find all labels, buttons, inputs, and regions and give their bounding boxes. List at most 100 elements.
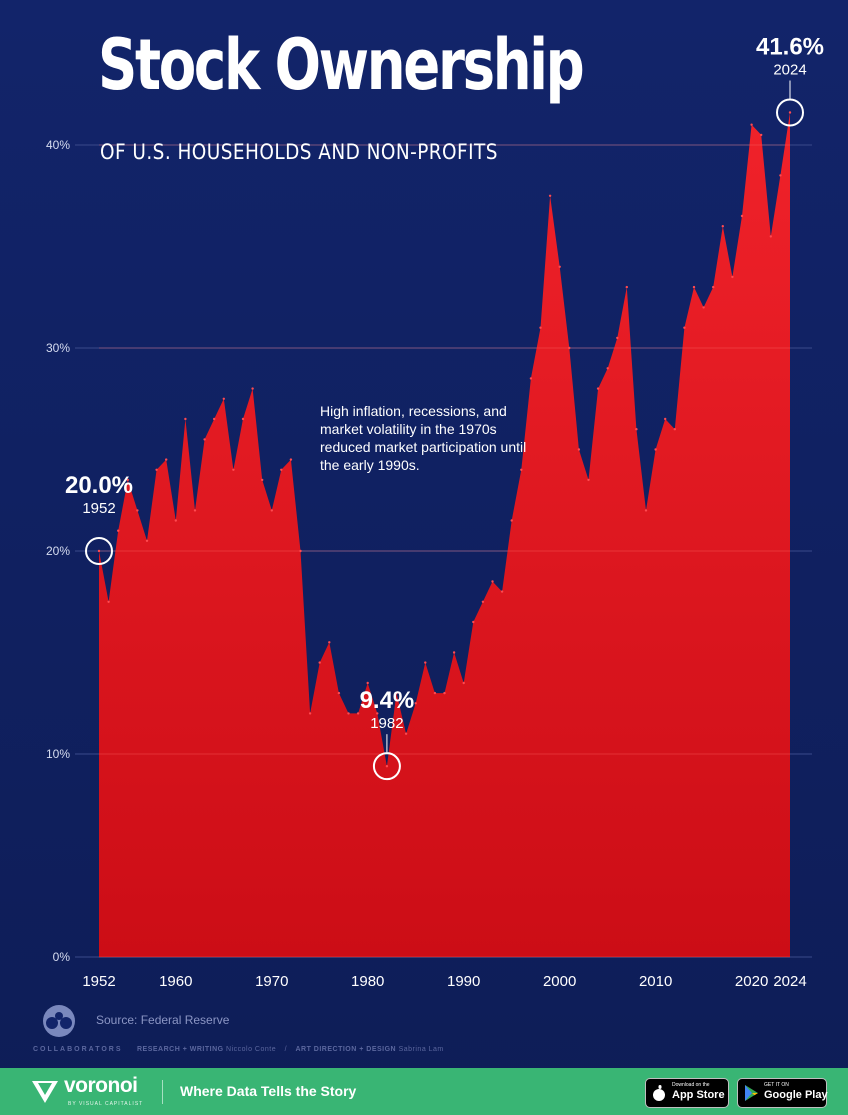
x-tick-label: 1952 [82, 973, 115, 990]
data-point [433, 691, 437, 695]
x-tick-label: 2000 [543, 973, 576, 990]
brand-subtitle: BY VISUAL CAPITALIST [68, 1101, 144, 1107]
x-axis-ticks: 1952 1960 1970 1980 1990 2000 2010 2020 2024 [82, 973, 806, 990]
callout-value: 20.0% [65, 472, 133, 499]
data-point [443, 691, 446, 695]
research-label: RESEARCH + WRITING [136, 1046, 224, 1053]
data-point [126, 478, 129, 482]
x-tick-label: 2024 [773, 973, 806, 990]
data-point [760, 133, 763, 137]
data-point [683, 326, 686, 329]
data-points [97, 111, 792, 768]
data-point [424, 661, 427, 664]
app-store-label: App Store [672, 1089, 725, 1101]
data-point [692, 285, 696, 289]
data-point [366, 681, 369, 685]
data-point [673, 428, 676, 431]
data-point [548, 194, 552, 197]
data-point [117, 529, 120, 532]
data-point [261, 478, 264, 482]
callout-marker [372, 752, 401, 781]
callout-year: 1982 [370, 715, 403, 732]
data-point [654, 448, 657, 451]
app-store-button[interactable]: Download on the App Store [645, 1078, 729, 1108]
google-play-label: Google Play [764, 1089, 828, 1101]
footer-divider [162, 1080, 163, 1104]
data-point [625, 285, 628, 289]
data-point [520, 468, 523, 471]
design-label: ART DIRECTION + DESIGN [295, 1046, 397, 1053]
x-tick-label: 1990 [447, 973, 480, 990]
collaborators-logo-icon [43, 1005, 75, 1037]
chart-annotation: High inflation, recessions, and market v… [320, 403, 527, 473]
area-gridline-overlay [99, 144, 790, 958]
callouts: 20.0%1952 9.4%1982 41.6%2024 [65, 34, 824, 781]
page-subtitle: OF U.S. HOUSEHOLDS AND NON-PROFITS [100, 140, 498, 164]
google-play-icon [745, 1085, 758, 1101]
data-point [385, 765, 389, 768]
y-tick-label: 10% [46, 747, 70, 761]
data-point [472, 620, 475, 624]
data-point [606, 367, 609, 370]
data-point [404, 732, 408, 735]
data-point [500, 590, 504, 593]
data-point [165, 458, 168, 461]
design-name: Sabrina Lam [398, 1046, 444, 1053]
stock-ownership-chart: 0% 10% 20% 30% 40% 1952 1960 1970 1980 1990 2000 2… [46, 34, 824, 990]
y-tick-label: 30% [46, 341, 70, 355]
data-point [702, 306, 705, 309]
data-point [376, 712, 379, 715]
collaborators-label: COLLABORATORS [33, 1046, 123, 1053]
google-play-button[interactable]: GET IT ON Google Play [737, 1078, 828, 1108]
callout-value: 41.6% [756, 34, 824, 61]
data-point [318, 661, 321, 664]
data-point [328, 641, 331, 644]
data-point [712, 285, 715, 289]
data-point [222, 397, 225, 400]
google-play-caption: GET IT ON [764, 1082, 789, 1088]
x-tick-label: 1980 [351, 973, 384, 990]
data-point [270, 509, 273, 512]
data-point [462, 681, 465, 685]
data-point [155, 468, 158, 471]
voronoi-logo-icon[interactable] [30, 1077, 60, 1105]
data-point [644, 509, 648, 512]
data-point [635, 428, 638, 431]
data-point [596, 387, 600, 390]
data-point [308, 712, 312, 715]
data-point [337, 691, 341, 695]
data-point [769, 235, 772, 238]
data-point [779, 174, 782, 177]
separator [125, 1046, 137, 1053]
page-title: Stock Ownership [98, 24, 585, 106]
data-point [347, 712, 350, 715]
data-point [289, 458, 293, 461]
data-point [232, 468, 235, 471]
callout-year: 2024 [773, 62, 806, 79]
data-point [203, 438, 206, 441]
data-point [539, 326, 542, 329]
data-point [587, 478, 590, 482]
x-tick-label: 1960 [159, 973, 192, 990]
y-axis-ticks: 0% 10% 20% 30% 40% [46, 138, 70, 964]
data-point [568, 346, 571, 350]
data-point [491, 580, 494, 583]
data-point [145, 539, 149, 542]
data-point [356, 712, 360, 715]
callout-value: 9.4% [360, 687, 415, 714]
callout-marker [776, 98, 804, 127]
data-point [184, 417, 187, 421]
data-point [280, 468, 283, 471]
callout-marker [85, 537, 113, 565]
separator: / [284, 1046, 288, 1053]
source-line: Source: Federal Reserve [36, 1004, 396, 1038]
y-tick-label: 20% [46, 544, 70, 558]
data-point [740, 214, 744, 218]
data-point [788, 111, 792, 114]
callout-year: 1952 [82, 500, 115, 517]
data-point [577, 448, 581, 451]
data-point [529, 377, 533, 380]
data-point [193, 509, 197, 512]
brand-name[interactable]: voronoi [64, 1074, 138, 1097]
